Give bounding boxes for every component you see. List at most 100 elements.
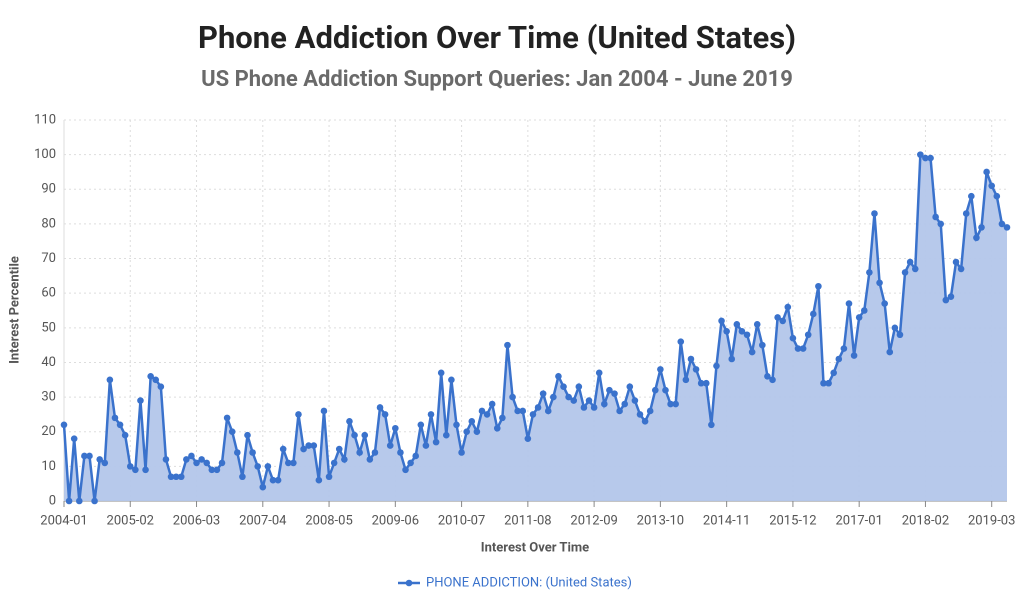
point bbox=[1003, 224, 1011, 231]
point bbox=[351, 431, 358, 439]
point bbox=[193, 459, 200, 467]
point bbox=[662, 386, 669, 394]
point bbox=[815, 282, 822, 290]
x-tick-label: 2004-01 bbox=[40, 513, 87, 528]
point bbox=[126, 463, 134, 470]
point bbox=[998, 220, 1006, 228]
point bbox=[626, 383, 634, 391]
point bbox=[606, 386, 613, 394]
point bbox=[488, 400, 496, 408]
point bbox=[167, 473, 175, 481]
point bbox=[692, 366, 700, 373]
x-tick-label: 2010-07 bbox=[438, 513, 485, 528]
point bbox=[804, 331, 812, 339]
point bbox=[733, 321, 741, 328]
point bbox=[157, 383, 165, 391]
point bbox=[315, 476, 323, 484]
point bbox=[254, 463, 261, 470]
point bbox=[911, 265, 919, 273]
point bbox=[75, 497, 83, 505]
point bbox=[407, 459, 414, 467]
point bbox=[876, 279, 883, 287]
area bbox=[64, 154, 1007, 501]
point bbox=[142, 466, 149, 474]
point bbox=[121, 431, 129, 439]
point bbox=[392, 424, 399, 432]
point bbox=[973, 234, 980, 242]
point bbox=[300, 445, 307, 453]
point bbox=[590, 404, 598, 411]
point bbox=[718, 317, 725, 325]
point bbox=[611, 390, 618, 397]
point bbox=[152, 376, 160, 384]
point bbox=[106, 376, 114, 384]
y-tick-label: 110 bbox=[34, 112, 56, 127]
point bbox=[840, 345, 848, 352]
y-tick-label: 60 bbox=[41, 286, 56, 301]
point bbox=[957, 265, 965, 273]
point bbox=[927, 154, 934, 162]
point bbox=[295, 411, 302, 418]
chart-title: Phone Addiction Over Time (United States… bbox=[198, 19, 796, 56]
point bbox=[866, 269, 873, 276]
point bbox=[555, 373, 562, 380]
y-tick-label: 100 bbox=[34, 147, 56, 162]
point bbox=[575, 383, 583, 391]
point bbox=[937, 220, 945, 228]
y-tick-label: 20 bbox=[41, 424, 56, 439]
point bbox=[988, 182, 996, 190]
point bbox=[968, 192, 975, 200]
point bbox=[279, 445, 287, 453]
point bbox=[483, 411, 491, 418]
point bbox=[86, 452, 93, 460]
point bbox=[499, 414, 506, 422]
point bbox=[697, 379, 705, 387]
point bbox=[101, 459, 109, 467]
point bbox=[713, 362, 720, 370]
point bbox=[917, 151, 924, 158]
point bbox=[565, 393, 572, 401]
point bbox=[509, 393, 516, 401]
point bbox=[356, 449, 363, 456]
x-tick-label: 2007-04 bbox=[239, 513, 287, 528]
point bbox=[264, 463, 272, 470]
point bbox=[432, 438, 440, 446]
point bbox=[422, 442, 430, 449]
x-tick-label: 2011-08 bbox=[504, 513, 551, 528]
x-tick-label: 2005-02 bbox=[107, 513, 154, 528]
y-tick-label: 30 bbox=[41, 390, 56, 405]
point bbox=[784, 303, 792, 311]
x-tick-label: 2019-03 bbox=[968, 513, 1015, 528]
point bbox=[468, 418, 476, 425]
point bbox=[198, 456, 205, 463]
point bbox=[514, 407, 521, 415]
point bbox=[335, 445, 343, 453]
x-axis-title: Interest Over Time bbox=[481, 540, 589, 555]
point bbox=[427, 411, 435, 418]
point bbox=[412, 452, 420, 460]
point bbox=[162, 456, 170, 463]
point bbox=[651, 386, 659, 394]
point bbox=[672, 400, 679, 408]
point bbox=[646, 407, 654, 415]
point bbox=[249, 449, 256, 456]
point bbox=[208, 466, 216, 474]
y-tick-label: 40 bbox=[41, 355, 56, 370]
point bbox=[708, 421, 715, 429]
point bbox=[442, 431, 450, 439]
x-tick-label: 2008-05 bbox=[305, 513, 352, 528]
point bbox=[259, 483, 267, 491]
point bbox=[458, 449, 465, 456]
point bbox=[381, 411, 389, 418]
x-tick-label: 2013-10 bbox=[637, 513, 684, 528]
point bbox=[687, 355, 695, 363]
point bbox=[269, 476, 277, 484]
point bbox=[759, 341, 766, 349]
point bbox=[641, 418, 649, 425]
point bbox=[891, 324, 899, 332]
point bbox=[274, 476, 282, 484]
chart-subtitle: US Phone Addiction Support Queries: Jan … bbox=[201, 67, 793, 92]
point bbox=[835, 355, 843, 363]
point bbox=[519, 407, 527, 415]
